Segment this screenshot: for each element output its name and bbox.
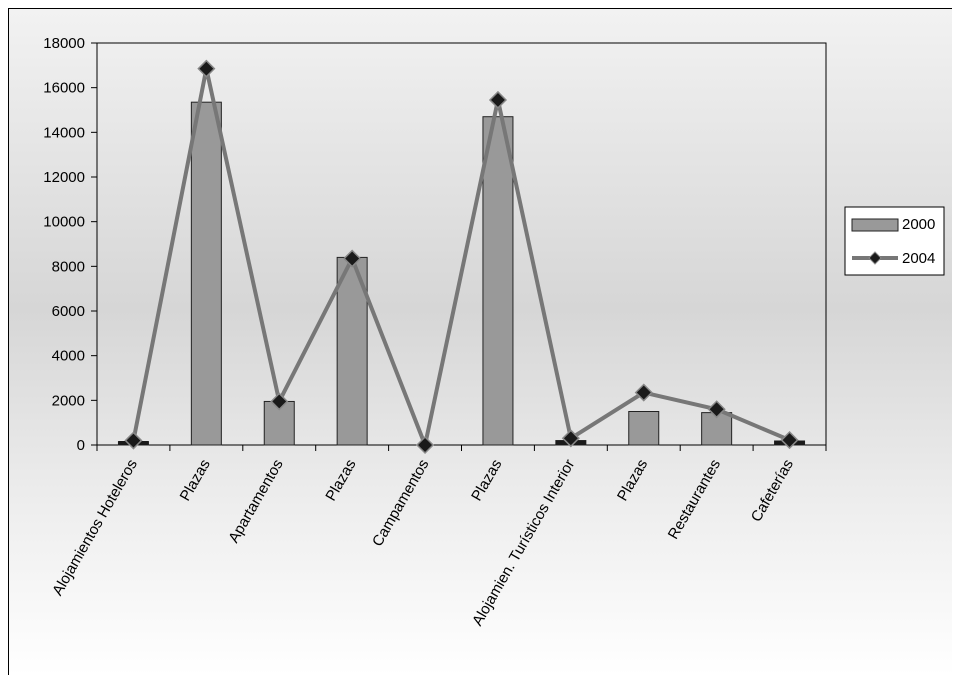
- legend: [844, 206, 945, 276]
- line-marker: [270, 392, 289, 411]
- x-tick-label: Campamentos: [369, 457, 432, 550]
- line-marker: [707, 400, 726, 419]
- line-marker: [488, 90, 508, 110]
- bar: [628, 411, 660, 446]
- line-marker: [415, 435, 435, 455]
- line-marker: [780, 431, 799, 450]
- y-tick-label: 16000: [43, 80, 85, 97]
- x-tick-label: Restaurantes: [665, 457, 724, 543]
- y-tick-label: 2000: [52, 392, 85, 409]
- line-marker: [197, 59, 216, 78]
- x-tick-label: Plazas: [614, 457, 651, 504]
- y-tick-label: 6000: [52, 303, 85, 320]
- x-tick-label: Plazas: [177, 457, 214, 504]
- line-series: [131, 66, 791, 447]
- legend-marker-2004: [868, 251, 882, 265]
- y-tick-label: 12000: [43, 169, 85, 186]
- legend-label-2004: 2004: [902, 250, 935, 267]
- y-tick-label: 8000: [52, 258, 85, 275]
- line-marker: [561, 429, 580, 448]
- y-tick-label: 14000: [43, 124, 85, 141]
- chart-area: [8, 8, 952, 675]
- line-marker: [634, 383, 653, 402]
- x-tick-label: Plazas: [468, 457, 505, 504]
- legend-swatch-2000: [851, 218, 899, 232]
- y-tick-label: 18000: [43, 35, 85, 52]
- x-tick-label: Alojamientos Hoteleros: [49, 457, 141, 599]
- x-tick-label: Plazas: [322, 457, 359, 504]
- y-tick-label: 0: [77, 437, 85, 454]
- legend-label-2000: 2000: [902, 216, 935, 233]
- bar: [482, 116, 514, 446]
- bar: [190, 101, 222, 446]
- x-tick-label: Cafeterías: [748, 457, 797, 525]
- line-marker: [124, 431, 143, 450]
- y-tick-label: 4000: [52, 348, 85, 365]
- y-tick-label: 10000: [43, 214, 85, 231]
- x-tick-label: Apartamentos: [225, 457, 286, 546]
- line-marker: [343, 249, 362, 268]
